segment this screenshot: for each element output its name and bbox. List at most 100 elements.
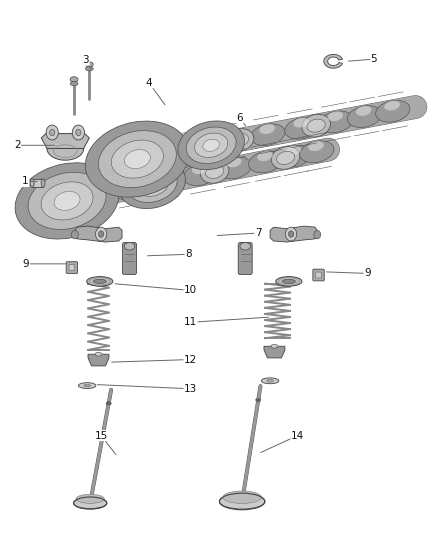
Ellipse shape <box>347 106 381 127</box>
Ellipse shape <box>54 191 80 211</box>
Ellipse shape <box>356 106 371 116</box>
Ellipse shape <box>376 100 410 122</box>
Ellipse shape <box>249 151 283 173</box>
FancyBboxPatch shape <box>66 262 78 273</box>
FancyBboxPatch shape <box>238 243 252 274</box>
Ellipse shape <box>384 101 400 110</box>
Ellipse shape <box>184 164 218 185</box>
Ellipse shape <box>124 243 135 250</box>
Circle shape <box>76 130 81 136</box>
Text: 4: 4 <box>146 78 152 88</box>
Ellipse shape <box>152 144 167 154</box>
FancyBboxPatch shape <box>69 265 75 270</box>
Text: 15: 15 <box>95 431 108 441</box>
Ellipse shape <box>136 172 169 196</box>
Ellipse shape <box>85 62 93 67</box>
Ellipse shape <box>186 127 236 164</box>
Ellipse shape <box>78 184 113 206</box>
Ellipse shape <box>144 178 160 190</box>
Ellipse shape <box>99 131 177 188</box>
Ellipse shape <box>217 157 251 179</box>
Ellipse shape <box>219 494 265 509</box>
Ellipse shape <box>271 147 300 169</box>
Ellipse shape <box>74 497 107 508</box>
Polygon shape <box>270 226 319 242</box>
Ellipse shape <box>302 114 330 137</box>
Ellipse shape <box>285 117 319 139</box>
Ellipse shape <box>328 111 343 121</box>
Text: 11: 11 <box>184 317 197 327</box>
Ellipse shape <box>106 402 111 405</box>
Ellipse shape <box>41 182 93 220</box>
Ellipse shape <box>283 279 295 284</box>
Ellipse shape <box>155 171 170 181</box>
Ellipse shape <box>223 131 238 141</box>
Ellipse shape <box>276 151 295 165</box>
Text: 9: 9 <box>364 269 371 278</box>
Ellipse shape <box>203 139 219 151</box>
Ellipse shape <box>70 82 78 86</box>
Ellipse shape <box>300 141 334 163</box>
Ellipse shape <box>178 121 244 169</box>
Ellipse shape <box>111 140 163 178</box>
Circle shape <box>99 231 104 237</box>
Text: 13: 13 <box>184 384 197 394</box>
Ellipse shape <box>76 494 104 503</box>
Ellipse shape <box>251 124 285 146</box>
Circle shape <box>314 230 321 239</box>
Polygon shape <box>324 54 343 68</box>
Ellipse shape <box>205 165 224 179</box>
Ellipse shape <box>124 150 150 168</box>
Ellipse shape <box>41 179 45 187</box>
Circle shape <box>46 125 58 140</box>
Ellipse shape <box>121 178 137 188</box>
Text: 12: 12 <box>184 354 197 365</box>
Bar <box>32 179 43 187</box>
Circle shape <box>49 130 55 136</box>
Polygon shape <box>47 149 84 160</box>
Ellipse shape <box>119 160 185 208</box>
Ellipse shape <box>143 144 177 166</box>
Polygon shape <box>73 226 122 242</box>
Ellipse shape <box>93 279 106 284</box>
Ellipse shape <box>15 163 119 239</box>
Ellipse shape <box>127 166 177 203</box>
Text: 5: 5 <box>371 54 377 64</box>
Ellipse shape <box>200 160 229 183</box>
Text: 14: 14 <box>291 431 304 441</box>
Circle shape <box>72 125 85 140</box>
Ellipse shape <box>225 128 254 151</box>
Ellipse shape <box>261 378 279 384</box>
Circle shape <box>95 227 107 241</box>
Ellipse shape <box>256 398 261 401</box>
Ellipse shape <box>226 157 241 167</box>
Ellipse shape <box>276 277 302 286</box>
Ellipse shape <box>223 491 261 504</box>
Text: 7: 7 <box>255 228 261 238</box>
Ellipse shape <box>277 146 311 167</box>
Ellipse shape <box>259 124 275 134</box>
Polygon shape <box>264 346 285 358</box>
Ellipse shape <box>240 243 251 250</box>
Ellipse shape <box>293 118 309 127</box>
Ellipse shape <box>308 141 324 151</box>
Circle shape <box>286 227 297 241</box>
Ellipse shape <box>214 131 248 152</box>
Polygon shape <box>41 130 89 149</box>
Ellipse shape <box>271 344 278 348</box>
Ellipse shape <box>257 151 273 161</box>
Ellipse shape <box>84 384 90 387</box>
Ellipse shape <box>87 185 102 195</box>
Ellipse shape <box>267 379 273 382</box>
Polygon shape <box>88 354 109 366</box>
Ellipse shape <box>113 177 147 199</box>
Ellipse shape <box>194 133 228 157</box>
Ellipse shape <box>85 121 189 197</box>
Ellipse shape <box>307 119 325 132</box>
Ellipse shape <box>28 172 106 230</box>
Ellipse shape <box>177 138 211 159</box>
Ellipse shape <box>30 179 34 187</box>
Ellipse shape <box>78 383 96 389</box>
Text: 10: 10 <box>184 286 197 295</box>
Text: 6: 6 <box>237 113 243 123</box>
